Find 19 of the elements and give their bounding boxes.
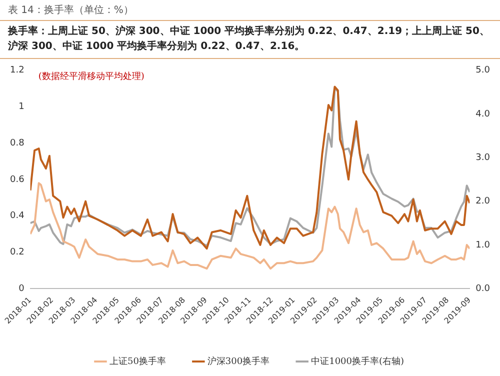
annotation: (数据经平滑移动平均处理)	[38, 71, 144, 82]
y2-tick-label: 1.0	[476, 240, 490, 250]
legend-label: 中证1000换手率(右轴)	[311, 356, 404, 367]
y-tick-label: 1	[18, 102, 24, 112]
y2-tick-label: 3.0	[476, 153, 490, 164]
chart-subtitle: 换手率：上周上证 50、沪深 300、中证 1000 平均换手率分别为 0.22、0.47、2.19；上上周上证 50、沪深 300、中证 1000 平均换手率分别为 0.22、0.47、2.16。	[0, 21, 500, 59]
y-tick-label: 1.2	[10, 66, 24, 76]
y2-tick-label: 5.0	[476, 66, 490, 76]
y-tick-label: 0.6	[10, 174, 25, 185]
legend-label: 上证50换手率	[109, 356, 166, 367]
y2-tick-label: 4.0	[476, 109, 490, 120]
legend-label: 沪深300换手率	[207, 356, 270, 367]
y-tick-label: 0.2	[10, 248, 24, 258]
y-tick-label: 0.8	[10, 138, 25, 148]
y2-tick-label: 2.0	[476, 196, 490, 207]
y2-tick-label: 0.0	[476, 284, 490, 294]
chart-title: 表 14：换手率（单位：%）	[0, 0, 500, 21]
y-tick-label: 0.4	[10, 211, 25, 222]
y-tick-label: 0	[18, 284, 25, 294]
